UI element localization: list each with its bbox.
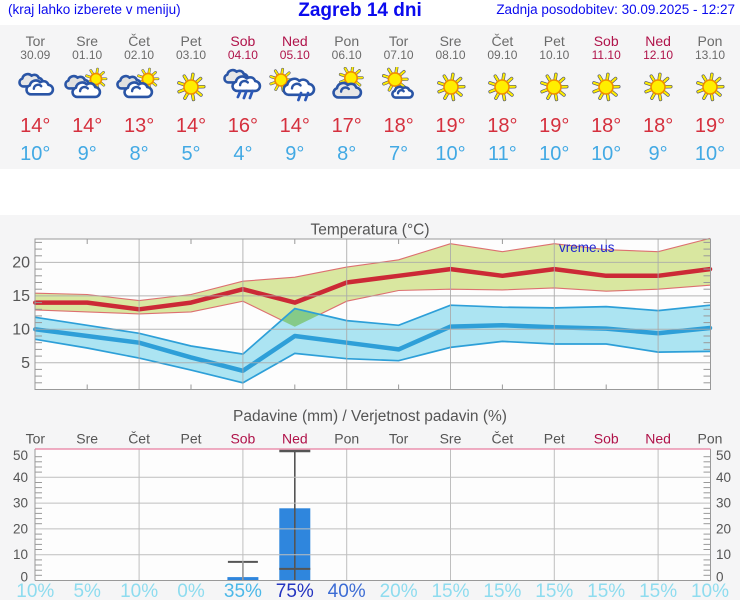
svg-text:0: 0 xyxy=(20,569,28,584)
svg-text:30: 30 xyxy=(13,496,28,511)
svg-text:10: 10 xyxy=(13,547,28,562)
svg-text:Tor: Tor xyxy=(389,431,409,447)
svg-text:Ned: Ned xyxy=(645,431,671,447)
svg-text:Pet: Pet xyxy=(180,431,201,447)
svg-text:20%: 20% xyxy=(380,581,418,598)
svg-text:Sre: Sre xyxy=(76,431,98,447)
svg-text:0%: 0% xyxy=(177,581,205,598)
svg-text:20: 20 xyxy=(716,521,731,536)
svg-text:Pon: Pon xyxy=(698,431,723,447)
svg-text:50: 50 xyxy=(13,448,28,463)
svg-text:10%: 10% xyxy=(16,581,54,598)
svg-text:10%: 10% xyxy=(691,581,729,598)
svg-text:10: 10 xyxy=(12,321,30,338)
svg-text:5: 5 xyxy=(21,355,30,372)
svg-text:Pet: Pet xyxy=(544,431,565,447)
svg-text:0: 0 xyxy=(716,569,724,584)
svg-text:40%: 40% xyxy=(328,581,366,598)
svg-text:Pon: Pon xyxy=(334,431,359,447)
svg-text:Padavine (mm) / Verjetnost pad: Padavine (mm) / Verjetnost padavin (%) xyxy=(233,408,507,425)
svg-text:vreme.us: vreme.us xyxy=(559,240,615,255)
svg-text:Sre: Sre xyxy=(440,431,462,447)
svg-text:Tor: Tor xyxy=(26,431,46,447)
svg-text:75%: 75% xyxy=(276,581,314,598)
svg-text:15: 15 xyxy=(12,288,30,305)
svg-text:Čet: Čet xyxy=(492,431,514,447)
svg-text:50: 50 xyxy=(716,448,731,463)
svg-text:15%: 15% xyxy=(587,581,625,598)
svg-text:15%: 15% xyxy=(535,581,573,598)
svg-text:15%: 15% xyxy=(431,581,469,598)
svg-text:20: 20 xyxy=(13,521,28,536)
svg-text:5%: 5% xyxy=(73,581,101,598)
svg-text:40: 40 xyxy=(13,470,28,485)
svg-text:40: 40 xyxy=(716,470,731,485)
svg-text:35%: 35% xyxy=(224,581,262,598)
svg-text:Sob: Sob xyxy=(230,431,255,447)
svg-text:10: 10 xyxy=(716,547,731,562)
svg-text:Ned: Ned xyxy=(282,431,308,447)
svg-text:15%: 15% xyxy=(639,581,677,598)
svg-text:Temperatura (°C): Temperatura (°C) xyxy=(310,221,429,238)
svg-text:20: 20 xyxy=(12,254,30,271)
svg-text:15%: 15% xyxy=(483,581,521,598)
svg-text:30: 30 xyxy=(716,496,731,511)
svg-text:Čet: Čet xyxy=(128,431,150,447)
svg-text:Sob: Sob xyxy=(594,431,619,447)
svg-text:10%: 10% xyxy=(120,581,158,598)
